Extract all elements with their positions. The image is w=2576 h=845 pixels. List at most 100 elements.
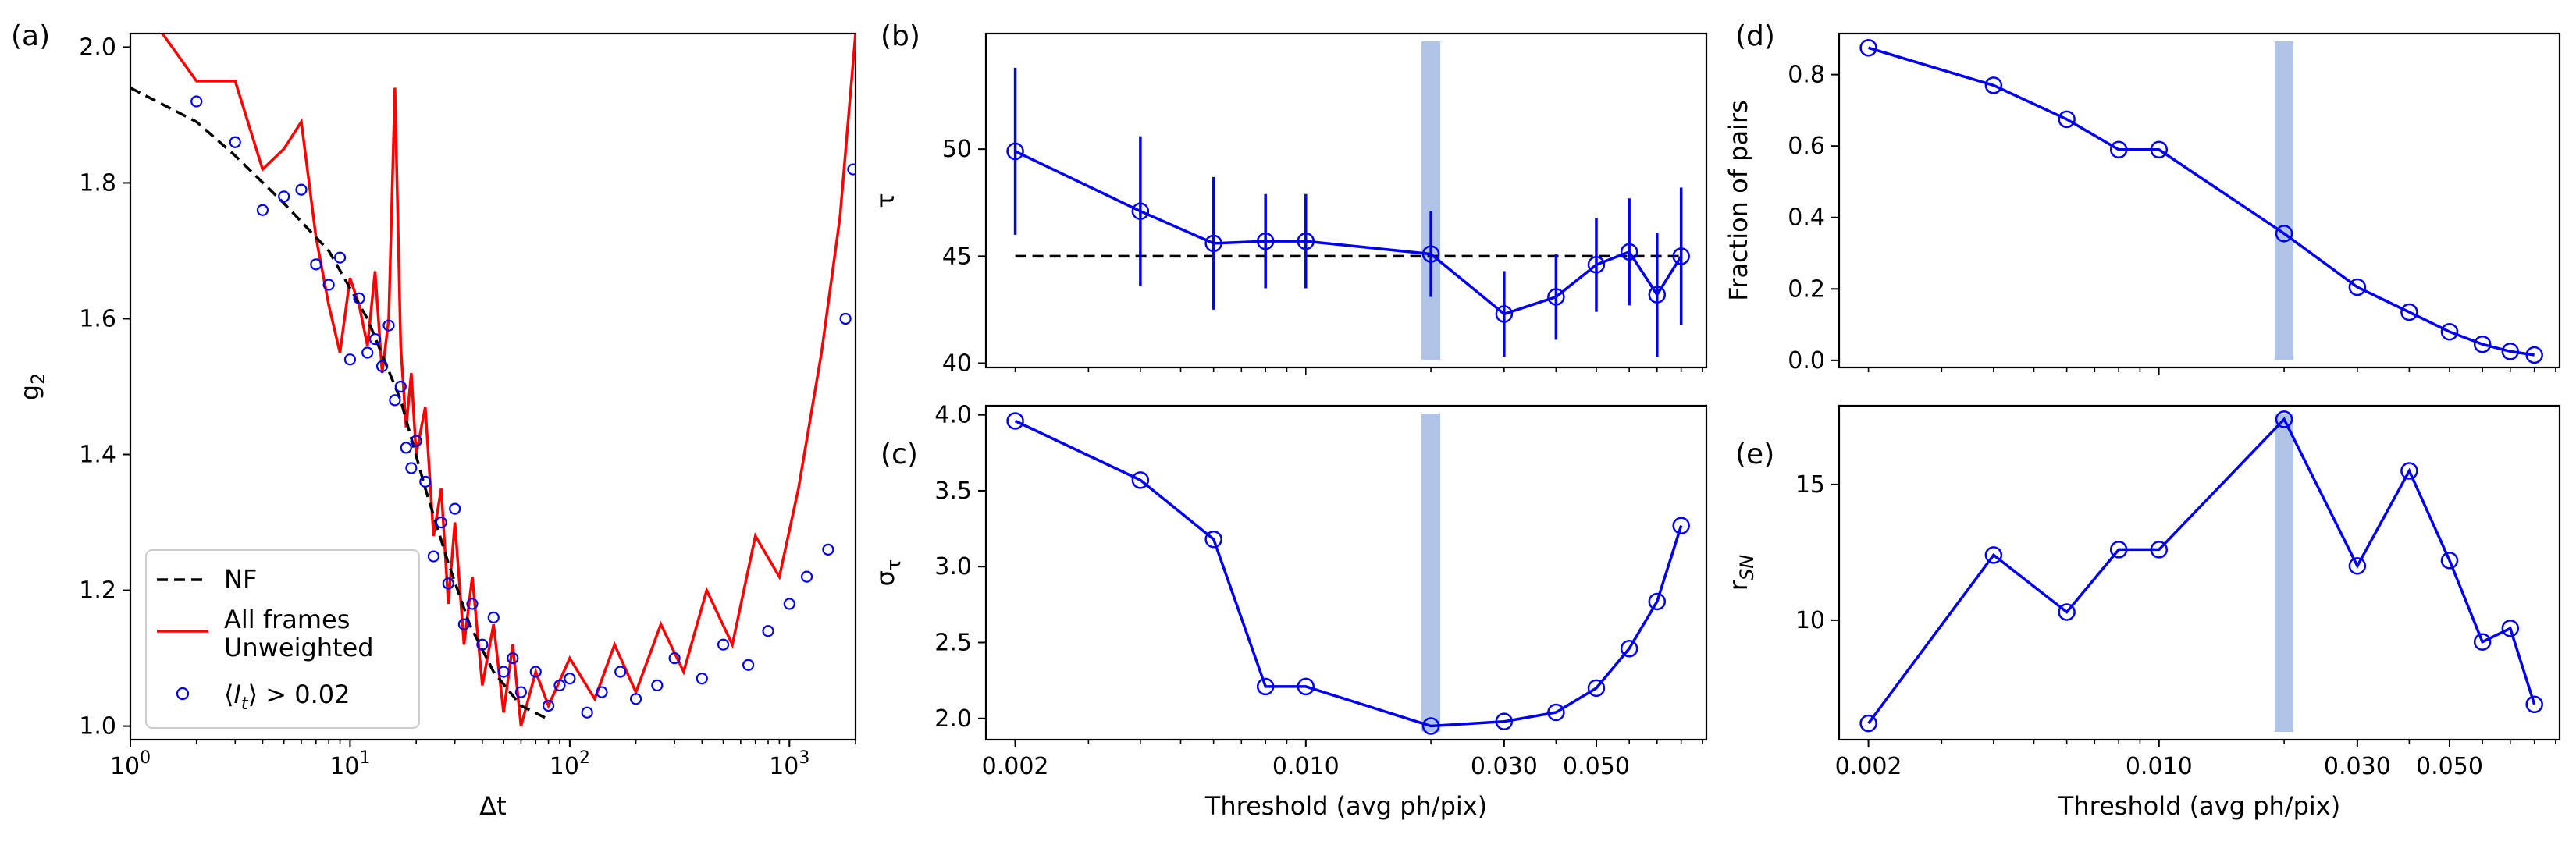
data-point — [435, 516, 447, 529]
data-point — [668, 652, 681, 665]
data-point — [717, 638, 730, 651]
data-point — [1859, 714, 1877, 733]
data-point — [542, 699, 555, 712]
y-axis-label: στ — [870, 559, 905, 587]
y-tick-label: 45 — [942, 243, 972, 270]
data-point — [442, 577, 454, 590]
data-point — [389, 394, 401, 407]
y-axis-label: g2 — [15, 373, 49, 401]
data-point — [2473, 633, 2492, 651]
panel-label-b: (b) — [881, 20, 920, 52]
data-point — [822, 543, 834, 556]
data-point — [1421, 717, 1440, 735]
x-tick-label: 103 — [769, 748, 809, 780]
x-tick-label: 0.010 — [2126, 753, 2193, 780]
data-point — [410, 435, 422, 447]
data-point — [2473, 335, 2492, 353]
data-point — [581, 706, 593, 719]
x-tick-label: 0.030 — [2324, 753, 2391, 780]
highlight-band — [2275, 41, 2294, 360]
x-tick-label: 0.030 — [1471, 753, 1538, 780]
plot-frame — [129, 32, 857, 741]
x-axis-label: Δt — [479, 791, 506, 821]
series-nf — [130, 87, 550, 721]
data-point — [256, 204, 269, 216]
data-point — [1131, 202, 1150, 220]
legend-unweighted-label: Unweighted — [224, 633, 374, 662]
series-all-frames — [161, 34, 856, 727]
data-point — [651, 679, 664, 691]
data-point — [449, 502, 461, 515]
panel-e: 10 15 0.002 0.010 0.030 0.050 Threshold (avg p… — [1724, 404, 2561, 821]
data-point — [2400, 462, 2418, 480]
data-point — [394, 380, 407, 393]
legend-nf-label: NF — [224, 564, 257, 594]
x-tick-label: 0.002 — [1835, 753, 1902, 780]
data-point — [405, 462, 418, 474]
data-point — [2348, 278, 2367, 296]
data-point — [1648, 592, 1667, 611]
panel-b: 40 45 50 τ — [870, 32, 1708, 378]
data-point — [427, 550, 440, 563]
y-tick-label: 0.0 — [1788, 347, 1825, 375]
legend-threshold-label: ⟨It⟩ > 0.02 — [224, 680, 350, 714]
series-line — [1014, 419, 1683, 728]
data-point — [2150, 541, 2169, 559]
data-point — [497, 666, 510, 678]
data-point — [2275, 225, 2293, 243]
data-point — [353, 292, 365, 304]
data-point — [2275, 410, 2293, 428]
data-point — [1204, 530, 1222, 549]
data-point — [466, 598, 479, 610]
y-tick-label: 2.5 — [934, 629, 972, 656]
legend-box — [145, 549, 420, 729]
y-tick-label: 2.0 — [79, 34, 116, 61]
data-point — [1131, 471, 1150, 489]
data-point — [696, 673, 708, 685]
data-point — [2058, 110, 2076, 129]
data-point — [457, 618, 470, 630]
highlight-band — [1421, 414, 1441, 732]
data-point — [375, 360, 389, 372]
data-point — [596, 686, 608, 698]
highlight-band — [1421, 41, 1441, 360]
y-tick-label: 0.6 — [1788, 133, 1825, 160]
panel-label-e: (e) — [1735, 438, 1774, 470]
y-tick-label: 3.0 — [934, 553, 972, 580]
y-tick-label: 1.4 — [79, 442, 116, 469]
data-point — [368, 332, 382, 346]
data-point — [1256, 677, 1275, 696]
x-tick-label: 0.002 — [982, 753, 1049, 780]
data-point — [2109, 541, 2128, 559]
panel-c: 2.0 2.5 3.0 3.5 4.0 0.002 0.010 0.030 0.050 Thres… — [870, 402, 1708, 821]
x-axis-label: Threshold (avg ph/pix) — [1204, 791, 1487, 821]
plots: 1.0 1.2 1.4 1.6 1.8 2.0 100 101 102 103 Δt g2 NF All … — [15, 32, 2561, 821]
x-tick-label: 0.010 — [1272, 753, 1340, 780]
data-point — [1984, 76, 2003, 94]
data-point — [310, 258, 322, 271]
y-tick-label: 40 — [942, 350, 972, 378]
data-point — [2400, 303, 2418, 321]
data-point — [2525, 695, 2543, 714]
y-tick-label: 1.0 — [79, 713, 116, 740]
data-point — [1297, 232, 1315, 250]
data-point — [476, 638, 489, 651]
data-point — [2501, 343, 2520, 360]
y-tick-label: 1.6 — [79, 305, 116, 332]
y-tick-label: 10 — [1795, 607, 1825, 634]
data-point — [800, 570, 813, 583]
data-point — [614, 666, 627, 678]
highlight-band — [2275, 414, 2294, 732]
data-point — [1587, 256, 1606, 274]
data-point — [322, 279, 335, 291]
x-tick-label: 102 — [550, 748, 590, 780]
panel-label-a: (a) — [11, 20, 50, 52]
y-tick-label: 50 — [942, 136, 972, 163]
data-point — [295, 183, 308, 196]
data-point — [343, 353, 357, 366]
panel-label-c: (c) — [881, 438, 918, 470]
y-tick-label: 0.4 — [1788, 204, 1825, 232]
x-tick-label: 0.050 — [2416, 753, 2483, 780]
data-point — [564, 673, 576, 685]
